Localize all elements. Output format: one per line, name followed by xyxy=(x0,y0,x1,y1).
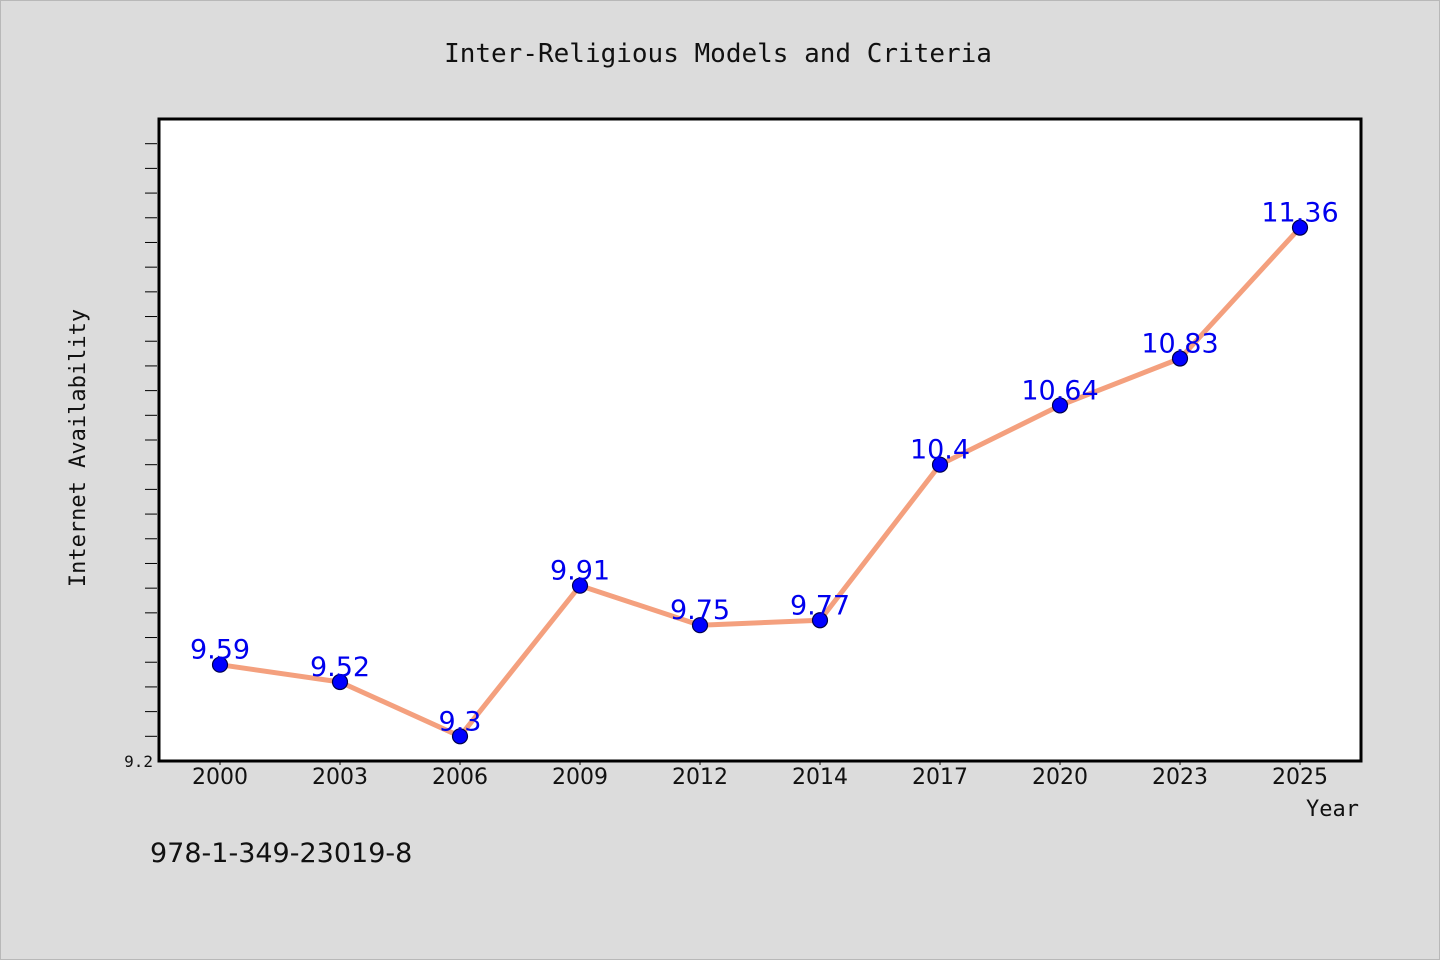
y-axis-label: Internet Availability xyxy=(66,309,91,587)
data-label: 10.83 xyxy=(1141,329,1218,360)
x-tick-label: 2012 xyxy=(672,765,728,790)
data-point xyxy=(1171,350,1189,367)
data-label: 9.75 xyxy=(670,595,730,626)
x-tick-label: 2000 xyxy=(192,765,248,790)
x-axis-ticks: 2000 2003 2006 2009 2012 2014 2017 2020 2023 2025 xyxy=(192,761,1328,790)
x-tick-label: 2006 xyxy=(432,765,488,790)
data-point xyxy=(691,617,709,634)
x-tick-label: 2009 xyxy=(552,765,608,790)
x-tick-label: 2017 xyxy=(912,765,968,790)
data-label: 10.64 xyxy=(1021,375,1098,406)
data-point xyxy=(931,456,949,473)
data-label: 9.3 xyxy=(439,706,482,737)
data-label: 11.36 xyxy=(1261,198,1338,229)
data-label: 10.4 xyxy=(910,435,970,466)
x-tick-label: 2003 xyxy=(312,765,368,790)
y-tick-label-min: 9.2 xyxy=(124,752,153,771)
data-label: 9.52 xyxy=(310,652,370,683)
series-layer: 9.59 9.52 9.3 9.91 9.75 9.77 10.4 10.64 10.83 11.… xyxy=(190,198,1339,745)
isbn-text: 978-1-349-23019-8 xyxy=(150,838,412,869)
chart-title: Inter-Religious Models and Criteria xyxy=(444,39,992,69)
plot-area xyxy=(157,117,1363,763)
data-point xyxy=(331,673,349,691)
data-label: 9.91 xyxy=(550,556,610,587)
y-axis-ticks xyxy=(145,143,157,737)
data-point xyxy=(811,612,829,629)
data-point xyxy=(211,656,229,673)
x-tick-label: 2014 xyxy=(792,765,848,790)
x-tick-label: 2025 xyxy=(1272,765,1328,790)
series-line xyxy=(219,225,1302,739)
data-point xyxy=(1291,219,1309,236)
x-axis-label: Year xyxy=(1306,797,1359,822)
x-tick-label: 2023 xyxy=(1152,765,1208,790)
data-point xyxy=(571,577,589,594)
data-label: 9.77 xyxy=(790,590,850,621)
data-label: 9.59 xyxy=(190,635,250,666)
x-tick-label: 2020 xyxy=(1032,765,1088,790)
data-point xyxy=(1051,397,1069,414)
data-point xyxy=(451,728,469,745)
